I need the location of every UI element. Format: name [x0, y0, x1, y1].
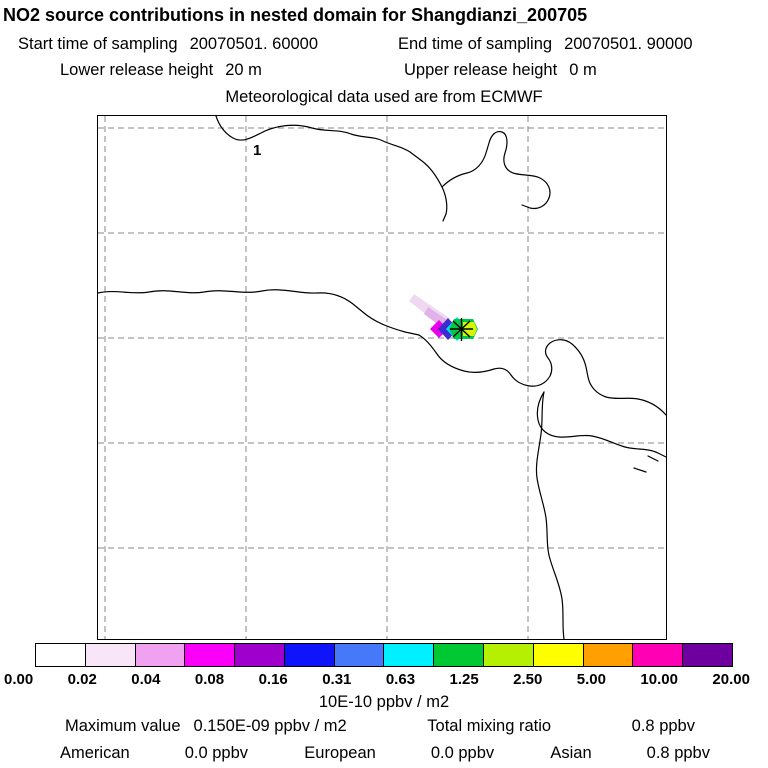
- region-name: Asian: [550, 744, 592, 762]
- page-title: NO2 source contributions in nested domai…: [3, 5, 588, 25]
- colorbar-segment: [85, 644, 136, 666]
- colorbar-tick-label: 10.00: [640, 671, 678, 688]
- colorbar-segment: [683, 644, 732, 666]
- colorbar-segment: [384, 644, 435, 666]
- colorbar-tick-label: 0.16: [258, 671, 288, 688]
- maximum-value-stat: Maximum value 0.150E-09 ppbv / m2: [65, 717, 347, 736]
- region-stat: Asian 0.8 ppbv: [550, 744, 710, 763]
- colorbar-tick-label: 0.04: [131, 671, 161, 688]
- upper-release-value: 0 m: [569, 61, 597, 79]
- colorbar-segment: [533, 644, 584, 666]
- colorbar-segment: [583, 644, 634, 666]
- colorbar-segment: [484, 644, 534, 666]
- lower-release-value: 20 m: [225, 61, 262, 79]
- colorbar-tick-label: 0.02: [67, 671, 97, 688]
- grid-lines: [98, 116, 666, 639]
- coastline: [97, 115, 667, 640]
- sampling-end-label: End time of sampling: [398, 35, 553, 53]
- upper-release-label: Upper release height: [404, 61, 558, 79]
- colorbar-tick-label: 2.50: [513, 671, 543, 688]
- colorbar-tick-label: 0.08: [194, 671, 225, 688]
- colorbar-segment: [135, 644, 186, 666]
- sampling-end: End time of sampling 20070501. 90000: [398, 35, 693, 54]
- colorbar-segment: [434, 644, 485, 666]
- met-data-row: Meteorological data used are from ECMWF: [0, 88, 768, 107]
- colorbar-segment: [235, 644, 285, 666]
- summary-stats-row: Maximum value 0.150E-09 ppbv / m2 Total …: [65, 717, 695, 736]
- maximum-value-label: Maximum value: [65, 717, 181, 735]
- upper-release-height: Upper release height 0 m: [404, 61, 597, 80]
- region-stat: European 0.0 ppbv: [304, 744, 494, 763]
- map-plot: 1: [97, 115, 667, 640]
- map-canvas: [97, 115, 667, 640]
- total-mixing-ratio-value: 0.8 ppbv: [631, 717, 695, 735]
- region-name: European: [304, 744, 376, 762]
- region-stat: American 0.0 ppbv: [60, 744, 248, 763]
- region-name: American: [60, 744, 130, 762]
- region-value: 0.0 ppbv: [184, 744, 249, 762]
- sampling-start-value: 20070501. 60000: [189, 35, 319, 53]
- colorbar-tick-label: 0.00: [4, 671, 34, 688]
- colorbar-tick-label: 20.00: [712, 671, 750, 688]
- colorbar-tick-label: 1.25: [449, 671, 479, 688]
- colorbar-segment: [633, 644, 684, 666]
- colorbar-segment: [36, 644, 86, 666]
- total-mixing-ratio-label: Total mixing ratio: [427, 717, 552, 735]
- region-stats: American 0.0 ppbv European 0.0 ppbv Asian 0.8…: [60, 744, 710, 763]
- colorbar-segment: [284, 644, 335, 666]
- region-value: 0.0 ppbv: [430, 744, 495, 762]
- colorbar-tick-label: 0.63: [385, 671, 416, 688]
- colorbar-segment: [185, 644, 236, 666]
- sampling-times-row: Start time of sampling 20070501. 60000 E…: [18, 35, 750, 54]
- sampling-start: Start time of sampling 20070501. 60000: [18, 35, 318, 54]
- grid-cell-label: 1: [253, 142, 262, 159]
- lower-release-height: Lower release height 20 m: [60, 61, 262, 80]
- sampling-start-label: Start time of sampling: [18, 35, 178, 53]
- met-data-label: Meteorological data used are from ECMWF: [225, 88, 543, 106]
- colorbar-tick-label: 5.00: [576, 671, 606, 688]
- colorbar-segment: [334, 644, 385, 666]
- colorbar-units: 10E-10 ppbv / m2: [318, 693, 450, 711]
- maximum-value: 0.150E-09 ppbv / m2: [193, 717, 347, 735]
- region-value: 0.8 ppbv: [646, 744, 710, 762]
- receptor-marker: [450, 318, 473, 341]
- lower-release-label: Lower release height: [60, 61, 214, 79]
- release-heights-row: Lower release height 20 m Upper release …: [60, 61, 750, 80]
- sampling-end-value: 20070501. 90000: [564, 35, 693, 53]
- colorbar: [35, 643, 733, 667]
- colorbar-ticks: 0.00 0.02 0.04 0.08 0.16 0.31 0.63 1.25 2.50 5.00…: [4, 671, 750, 688]
- colorbar-tick-label: 0.31: [322, 671, 352, 688]
